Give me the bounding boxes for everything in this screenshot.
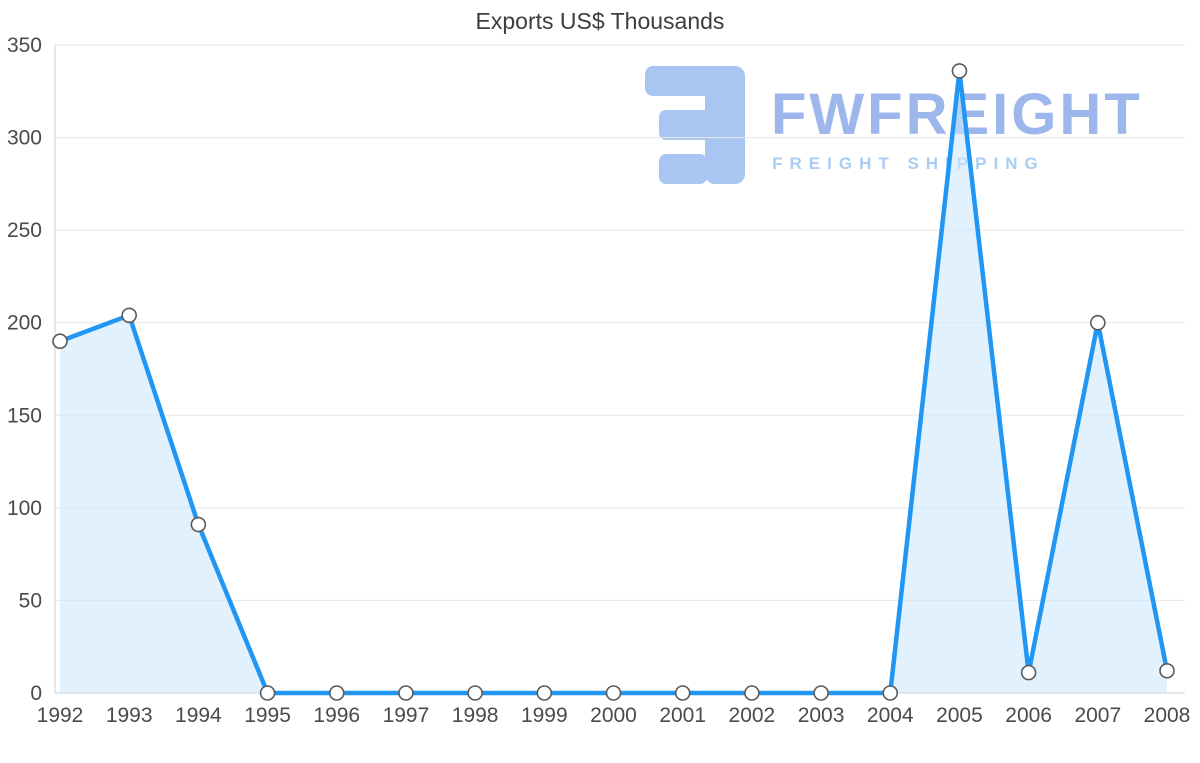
data-point[interactable] bbox=[259, 685, 276, 701]
data-point[interactable] bbox=[1159, 662, 1175, 679]
chart-title: Exports US$ Thousands bbox=[475, 8, 725, 34]
x-tick-label: 2002 bbox=[729, 704, 776, 727]
data-point[interactable] bbox=[52, 333, 68, 350]
data-point[interactable] bbox=[1090, 314, 1106, 331]
x-tick-label: 1997 bbox=[383, 704, 430, 727]
x-tick-label: 1995 bbox=[244, 704, 291, 727]
x-tick-label: 1998 bbox=[452, 704, 499, 727]
fwfreight-logo-icon bbox=[645, 66, 745, 184]
x-tick-label: 1996 bbox=[313, 704, 360, 727]
data-point[interactable] bbox=[398, 685, 414, 701]
y-tick-label: 0 bbox=[30, 682, 42, 705]
data-point[interactable] bbox=[328, 685, 345, 701]
x-tick-label: 2008 bbox=[1144, 704, 1191, 727]
data-point[interactable] bbox=[536, 685, 553, 701]
x-tick-label: 2000 bbox=[590, 704, 637, 727]
y-tick-label: 250 bbox=[7, 219, 42, 242]
data-point[interactable] bbox=[882, 685, 899, 701]
logo-shape bbox=[659, 154, 707, 184]
data-point[interactable] bbox=[951, 63, 968, 79]
x-tick-label: 2003 bbox=[798, 704, 845, 727]
x-tick-label: 2004 bbox=[867, 704, 914, 727]
y-tick-label: 350 bbox=[7, 34, 42, 57]
y-tick-label: 100 bbox=[7, 497, 42, 520]
data-point[interactable] bbox=[121, 307, 137, 324]
x-tick-label: 2007 bbox=[1074, 704, 1121, 727]
data-point[interactable] bbox=[605, 685, 622, 701]
logo-shape bbox=[659, 110, 719, 140]
logo-shape bbox=[645, 66, 731, 96]
y-tick-label: 200 bbox=[7, 312, 42, 335]
y-tick-label: 50 bbox=[19, 589, 42, 612]
x-tick-label: 1994 bbox=[175, 704, 222, 727]
x-tick-label: 1999 bbox=[521, 704, 568, 727]
data-point[interactable] bbox=[744, 685, 760, 701]
y-tick-label: 150 bbox=[7, 404, 42, 427]
x-tick-label: 2001 bbox=[659, 704, 706, 727]
area-fill bbox=[60, 70, 1167, 694]
data-point[interactable] bbox=[467, 685, 483, 701]
x-tick-label: 1992 bbox=[37, 704, 84, 727]
x-tick-label: 2006 bbox=[1005, 704, 1052, 727]
data-point[interactable] bbox=[190, 516, 207, 533]
x-tick-label: 1993 bbox=[106, 704, 153, 727]
data-point[interactable] bbox=[1020, 664, 1037, 681]
data-point[interactable] bbox=[674, 685, 691, 701]
x-tick-label: 2005 bbox=[936, 704, 983, 727]
y-tick-label: 300 bbox=[7, 127, 42, 150]
data-point[interactable] bbox=[813, 685, 829, 701]
